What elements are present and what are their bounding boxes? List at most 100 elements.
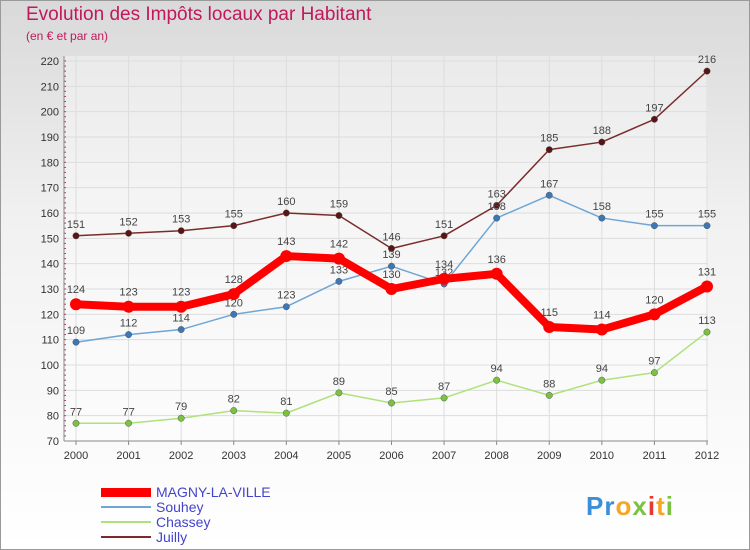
legend-swatch-chassey <box>101 521 151 523</box>
y-tick-label-140: 140 <box>41 259 59 271</box>
y-tick-label-130: 130 <box>41 284 59 296</box>
data-label-chassey-2002: 79 <box>175 401 187 413</box>
point-souhey-2010 <box>598 214 606 222</box>
point-magny-la-ville-2005 <box>332 252 345 265</box>
point-chassey-2009 <box>545 391 553 399</box>
point-souhey-2011 <box>650 222 658 230</box>
data-label-souhey-2005: 133 <box>330 264 348 276</box>
point-juilly-2007 <box>440 232 448 240</box>
point-chassey-2012 <box>703 328 711 336</box>
data-label-magny-la-ville-2011: 120 <box>645 294 663 306</box>
y-tick-label-100: 100 <box>41 360 59 372</box>
point-magny-la-ville-2001 <box>122 300 135 313</box>
data-label-magny-la-ville-2003: 128 <box>225 274 243 286</box>
legend-label-magny-la-ville: MAGNY-LA-VILLE <box>156 484 271 500</box>
data-label-chassey-2008: 94 <box>491 363 503 375</box>
y-tick-label-210: 210 <box>41 81 59 93</box>
point-chassey-2006 <box>388 399 395 407</box>
point-chassey-2003 <box>230 407 238 415</box>
data-label-magny-la-ville-2012: 131 <box>698 266 716 278</box>
x-tick-label-2009: 2009 <box>537 450 561 462</box>
plot-area <box>64 56 708 441</box>
point-juilly-2011 <box>650 115 658 123</box>
data-label-magny-la-ville-2004: 143 <box>277 236 295 248</box>
point-magny-la-ville-2012 <box>701 280 713 293</box>
data-label-chassey-2007: 87 <box>438 381 450 393</box>
point-souhey-2003 <box>230 310 238 318</box>
x-tick-label-2008: 2008 <box>484 450 508 462</box>
point-magny-la-ville-2003 <box>227 288 240 301</box>
y-tick-label-190: 190 <box>41 132 59 144</box>
data-label-juilly-2003: 155 <box>225 209 243 221</box>
point-juilly-2006 <box>388 245 395 252</box>
data-label-chassey-2003: 82 <box>228 394 240 406</box>
point-magny-la-ville-2011 <box>648 308 661 321</box>
point-magny-la-ville-2007 <box>438 272 451 285</box>
point-chassey-2007 <box>440 394 448 402</box>
point-souhey-2006 <box>388 262 395 270</box>
data-label-juilly-2004: 160 <box>277 196 295 208</box>
data-label-magny-la-ville-2000: 124 <box>67 284 85 296</box>
point-chassey-2008 <box>493 376 501 384</box>
data-label-magny-la-ville-2005: 142 <box>330 239 348 251</box>
point-souhey-2002 <box>177 326 185 333</box>
legend-swatch-magny-la-ville <box>101 487 151 497</box>
data-label-chassey-2004: 81 <box>280 396 292 408</box>
y-tick-label-220: 220 <box>41 56 59 68</box>
data-label-chassey-2005: 89 <box>333 376 345 388</box>
y-tick-label-200: 200 <box>41 107 59 119</box>
point-magny-la-ville-2010 <box>595 323 608 336</box>
data-label-souhey-2006: 139 <box>382 249 400 261</box>
point-magny-la-ville-2004 <box>280 250 293 263</box>
x-tick-label-2004: 2004 <box>274 450 298 462</box>
point-juilly-2005 <box>335 212 343 219</box>
data-label-chassey-2011: 97 <box>648 356 660 368</box>
x-tick-label-2005: 2005 <box>327 450 351 462</box>
legend-label-chassey: Chassey <box>156 514 211 530</box>
point-juilly-2010 <box>598 138 606 146</box>
y-tick-label-90: 90 <box>47 385 59 397</box>
data-label-magny-la-ville-2009: 115 <box>540 307 558 319</box>
data-label-chassey-2010: 94 <box>596 363 608 375</box>
data-label-juilly-2001: 152 <box>119 216 137 228</box>
data-label-souhey-2003: 120 <box>225 297 243 309</box>
x-tick-label-2011: 2011 <box>643 450 667 462</box>
x-tick-label-2003: 2003 <box>222 450 246 462</box>
proxiti-logo: Proxiti <box>586 491 674 521</box>
series-magny-la-ville: 124 123 123 128 143 142 130 134 136 115 114 120 131 <box>67 236 716 336</box>
point-souhey-2005 <box>335 277 343 285</box>
data-label-souhey-2012: 155 <box>698 209 716 221</box>
point-souhey-2009 <box>545 191 553 199</box>
point-juilly-2012 <box>703 67 711 75</box>
y-tick-label-160: 160 <box>41 208 59 220</box>
legend-label-juilly: Juilly <box>156 529 188 545</box>
x-tick-label-2002: 2002 <box>169 450 193 462</box>
point-magny-la-ville-2006 <box>385 283 398 295</box>
point-juilly-2004 <box>282 209 290 217</box>
data-label-chassey-2000: 77 <box>70 406 82 418</box>
y-tick-label-110: 110 <box>41 335 59 347</box>
data-label-souhey-2010: 158 <box>593 201 611 213</box>
data-label-magny-la-ville-2002: 123 <box>172 287 190 299</box>
point-magny-la-ville-2000 <box>70 298 82 311</box>
x-tick-label-2012: 2012 <box>695 450 719 462</box>
y-tick-label-70: 70 <box>47 436 59 448</box>
data-label-magny-la-ville-2008: 136 <box>487 254 505 266</box>
point-juilly-2001 <box>125 229 133 237</box>
point-magny-la-ville-2009 <box>543 321 556 333</box>
data-label-juilly-2000: 151 <box>67 219 85 231</box>
line-chart: 7080901001101201301401501601701801902002… <box>41 54 720 462</box>
y-tick-label-80: 80 <box>47 411 59 423</box>
point-chassey-2004 <box>282 409 290 417</box>
x-tick-label-2000: 2000 <box>64 450 88 462</box>
data-label-chassey-2009: 88 <box>543 378 555 390</box>
point-juilly-2000 <box>72 232 80 240</box>
point-juilly-2002 <box>177 227 185 235</box>
data-label-magny-la-ville-2007: 134 <box>435 259 453 271</box>
data-label-juilly-2007: 151 <box>435 219 453 231</box>
data-label-souhey-2004: 123 <box>277 290 295 302</box>
series-chassey: 77 77 79 82 81 89 85 87 94 88 94 97 113 <box>70 315 716 427</box>
data-label-juilly-2012: 216 <box>698 54 716 66</box>
x-tick-label-2006: 2006 <box>379 450 403 462</box>
